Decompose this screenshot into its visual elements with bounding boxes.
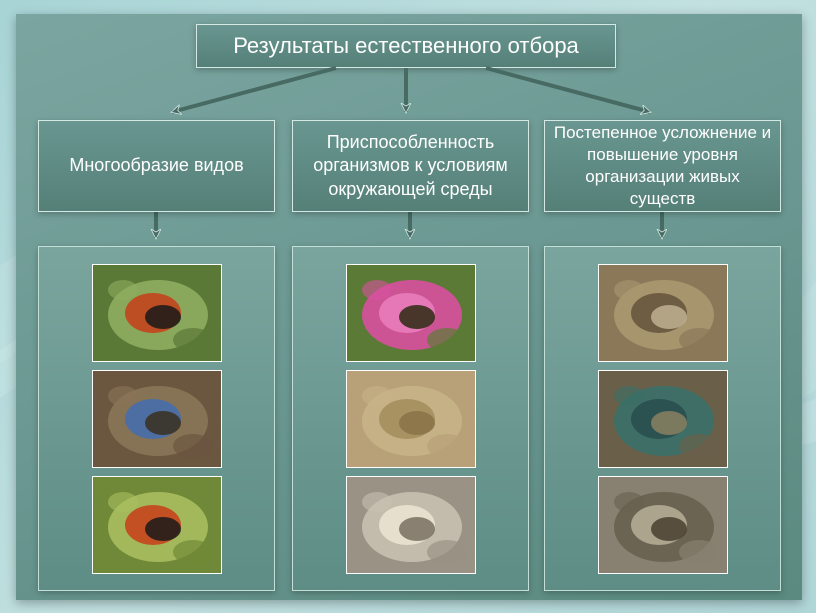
image-polar-bear — [346, 476, 476, 574]
image-panel-1 — [38, 246, 275, 591]
category-label: Приспособленность организмов к условиям … — [299, 131, 522, 201]
image-panel-3 — [544, 246, 781, 591]
category-box-3: Постепенное усложнение и повышение уровн… — [544, 120, 781, 212]
image-toad — [598, 264, 728, 362]
title-text: Результаты естественного отбора — [233, 33, 579, 59]
image-panel-2 — [292, 246, 529, 591]
image-rhino — [598, 476, 728, 574]
image-bee-flower — [346, 264, 476, 362]
image-butterfly-peacock — [92, 264, 222, 362]
category-box-1: Многообразие видов — [38, 120, 275, 212]
image-snake-sand — [346, 370, 476, 468]
image-butterfly-blue — [92, 370, 222, 468]
arrow-top-1 — [172, 68, 336, 112]
arrow-top-3 — [486, 68, 650, 112]
category-label: Многообразие видов — [69, 154, 243, 177]
title-box: Результаты естественного отбора — [196, 24, 616, 68]
image-butterfly-admiral — [92, 476, 222, 574]
category-label: Постепенное усложнение и повышение уровн… — [551, 122, 774, 210]
image-lizard — [598, 370, 728, 468]
category-box-2: Приспособленность организмов к условиям … — [292, 120, 529, 212]
main-panel: Результаты естественного отбора Многообр… — [16, 14, 802, 600]
